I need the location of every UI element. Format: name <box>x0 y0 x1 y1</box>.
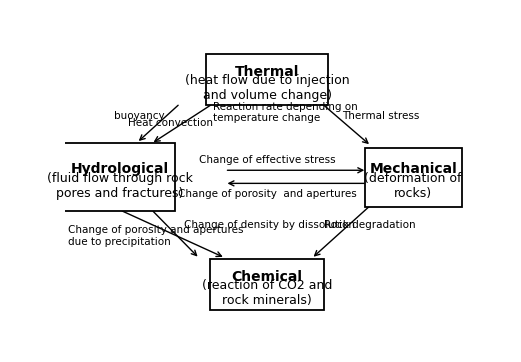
Text: buoyancy: buoyancy <box>114 111 164 121</box>
Text: Mechanical: Mechanical <box>369 163 457 176</box>
Text: Chemical: Chemical <box>231 270 303 284</box>
Text: Heat convection: Heat convection <box>128 118 213 129</box>
Text: (heat flow due to injection
and volume change): (heat flow due to injection and volume c… <box>185 74 349 102</box>
Text: Hydrological: Hydrological <box>70 163 169 176</box>
FancyBboxPatch shape <box>206 54 328 105</box>
Text: (reaction of CO2 and
rock minerals): (reaction of CO2 and rock minerals) <box>202 279 332 307</box>
FancyBboxPatch shape <box>365 148 462 206</box>
Text: Thermal stress: Thermal stress <box>342 111 419 121</box>
Text: Rock degradation: Rock degradation <box>324 220 415 230</box>
Text: Change of density by dissolution: Change of density by dissolution <box>184 220 355 230</box>
FancyBboxPatch shape <box>210 259 324 310</box>
Text: Change of effective stress: Change of effective stress <box>199 155 336 165</box>
Text: Reaction rate depending on
temperature change: Reaction rate depending on temperature c… <box>213 102 357 123</box>
Text: (deformation of
rocks): (deformation of rocks) <box>364 172 462 199</box>
FancyBboxPatch shape <box>64 143 175 211</box>
Text: Thermal: Thermal <box>235 65 299 79</box>
Text: Change of porosity  and apertures: Change of porosity and apertures <box>178 189 356 199</box>
Text: (fluid flow through rock
pores and fractures): (fluid flow through rock pores and fract… <box>47 172 193 199</box>
Text: Change of porosity and apertures
due to precipitation: Change of porosity and apertures due to … <box>68 225 244 247</box>
